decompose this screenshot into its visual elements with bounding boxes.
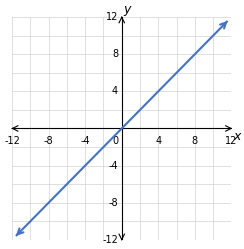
Text: 4: 4 <box>155 136 161 146</box>
Text: -4: -4 <box>80 136 90 146</box>
Text: -8: -8 <box>109 198 118 208</box>
Text: 8: 8 <box>112 49 118 59</box>
Text: -4: -4 <box>109 161 118 171</box>
Text: x: x <box>233 130 241 143</box>
Text: 4: 4 <box>112 86 118 96</box>
Text: 12: 12 <box>225 136 238 146</box>
Text: -8: -8 <box>44 136 53 146</box>
Text: -12: -12 <box>4 136 20 146</box>
Text: 12: 12 <box>106 12 118 22</box>
Text: 8: 8 <box>192 136 198 146</box>
Text: -12: -12 <box>102 235 118 245</box>
Text: 0: 0 <box>112 136 118 146</box>
Text: y: y <box>123 3 131 16</box>
